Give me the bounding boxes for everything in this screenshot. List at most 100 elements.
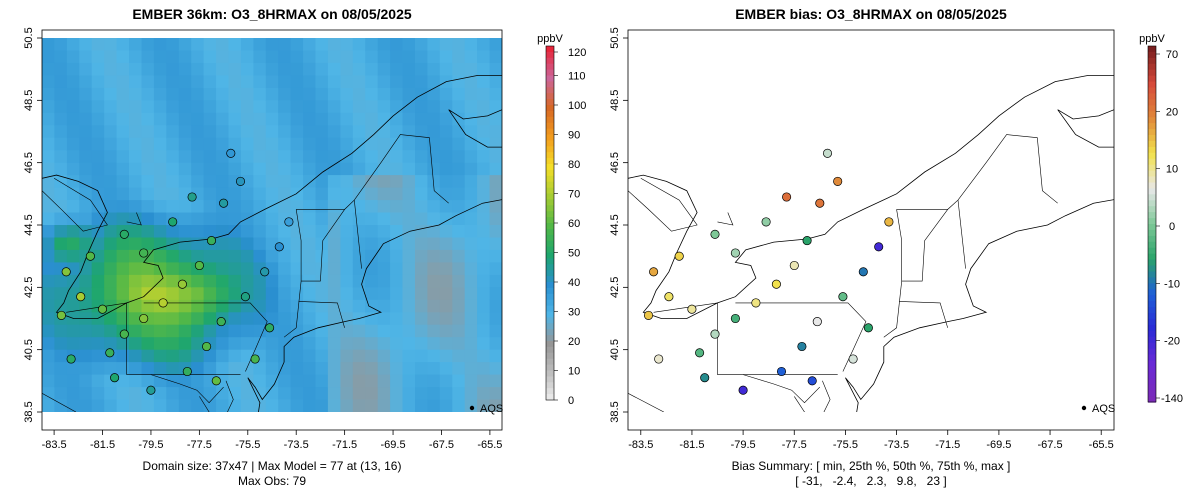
- model-grid-cell: [477, 212, 491, 226]
- model-grid-cell: [464, 162, 478, 176]
- model-grid-cell: [66, 100, 80, 114]
- model-grid-cell: [477, 38, 491, 52]
- model-grid-cell: [439, 349, 453, 363]
- aqs-station-point: [177, 279, 187, 289]
- model-grid-cell: [427, 249, 441, 263]
- colorbar-segment: [1148, 206, 1156, 213]
- model-grid-cell: [489, 212, 502, 226]
- model-grid-cell: [290, 162, 304, 176]
- model-grid-cell: [477, 175, 491, 189]
- model-grid-cell: [439, 137, 453, 151]
- colorbar-segment: [546, 181, 554, 189]
- model-grid-cell: [290, 87, 304, 101]
- aqs-station-point: [206, 236, 217, 246]
- model-grid-cell: [79, 137, 93, 151]
- model-grid-cell: [116, 87, 130, 101]
- model-grid-cell: [427, 299, 441, 313]
- model-grid-cell: [278, 150, 292, 164]
- colorbar-segment: [1148, 135, 1156, 142]
- model-grid-cell: [415, 112, 428, 126]
- model-grid-cell: [290, 137, 304, 151]
- model-grid-cell: [178, 349, 192, 363]
- model-grid-cell: [427, 212, 441, 226]
- model-grid-cell: [104, 312, 118, 326]
- model-grid-cell: [352, 324, 366, 338]
- model-grid-cell: [216, 62, 230, 76]
- model-grid-cell: [240, 312, 254, 326]
- model-grid-cell: [327, 62, 341, 76]
- model-grid-cell: [415, 249, 428, 263]
- model-grid-cell: [116, 75, 130, 89]
- model-grid-cell: [240, 362, 254, 376]
- model-grid-cell: [54, 274, 68, 288]
- model-grid-cell: [415, 200, 428, 214]
- model-grid-cell: [203, 50, 217, 64]
- model-grid-cell: [278, 112, 292, 126]
- model-grid-cell: [278, 399, 292, 412]
- model-grid-cell: [427, 137, 441, 151]
- colorbar-segment: [1148, 229, 1156, 237]
- model-grid-cell: [340, 362, 354, 376]
- model-grid-cell: [327, 112, 341, 126]
- model-grid-cell: [303, 237, 317, 251]
- model-grid-cell: [489, 287, 502, 301]
- model-grid-cell: [489, 387, 502, 401]
- model-grid-cell: [452, 100, 466, 114]
- model-grid-cell: [315, 125, 329, 139]
- model-grid-cell: [402, 324, 416, 338]
- model-grid-cell: [253, 75, 267, 89]
- model-grid-cell: [439, 125, 453, 139]
- aqs-station-point: [730, 248, 740, 258]
- model-grid-cell: [153, 262, 167, 276]
- model-grid-cell: [377, 200, 391, 214]
- model-grid-cell: [265, 75, 279, 89]
- colorbar-segment: [1148, 384, 1156, 391]
- model-grid-cell: [439, 187, 453, 201]
- model-grid-cell: [452, 150, 466, 164]
- model-grid-cell: [116, 399, 130, 412]
- model-grid-cell: [278, 387, 292, 401]
- model-grid-cell: [352, 374, 366, 388]
- model-grid-cell: [427, 62, 441, 76]
- model-grid-cell: [178, 75, 192, 89]
- aqs-station-point: [797, 341, 807, 352]
- model-grid-cell: [228, 274, 242, 288]
- colorbar-segment: [1148, 283, 1156, 290]
- model-grid-cell: [54, 324, 68, 338]
- model-grid-cell: [427, 112, 441, 126]
- model-grid-cell: [265, 362, 279, 376]
- model-grid-cell: [303, 249, 317, 263]
- model-grid-cell: [377, 374, 391, 388]
- model-grid-cell: [377, 175, 391, 189]
- model-grid-cell: [116, 337, 130, 351]
- model-grid-cell: [66, 324, 80, 338]
- model-grid-cell: [253, 150, 267, 164]
- colorbar-segment: [1148, 218, 1156, 225]
- model-grid-cell: [278, 299, 292, 313]
- model-grid-cell: [91, 287, 105, 301]
- model-grid-cell: [340, 337, 354, 351]
- aqs-station-point: [105, 348, 115, 358]
- colorbar-segment: [1148, 318, 1156, 326]
- model-grid-cell: [228, 387, 242, 401]
- model-grid-cell: [216, 175, 230, 189]
- model-grid-cell: [66, 225, 80, 239]
- model-grid-cell: [340, 212, 354, 226]
- left-map-panel: AQS -83.5 -81.5 -79.5 -77.5 -75.5 -73.5 -71.5 -6…: [23, 27, 503, 451]
- model-grid-cell: [452, 162, 466, 176]
- model-grid-cell: [303, 162, 317, 176]
- aqs-station-point: [260, 267, 270, 277]
- colorbar-segment: [1148, 348, 1156, 356]
- model-grid-cell: [191, 200, 205, 214]
- model-grid-cell: [352, 274, 366, 288]
- model-grid-cell: [290, 200, 304, 214]
- model-grid-cell: [141, 362, 155, 376]
- model-grid-cell: [278, 225, 292, 239]
- colorbar-segment: [1148, 170, 1156, 178]
- model-grid-cell: [153, 125, 167, 139]
- model-grid-cell: [191, 324, 205, 338]
- model-grid-cell: [253, 87, 267, 101]
- model-grid-cell: [278, 175, 292, 189]
- model-grid-cell: [265, 299, 279, 313]
